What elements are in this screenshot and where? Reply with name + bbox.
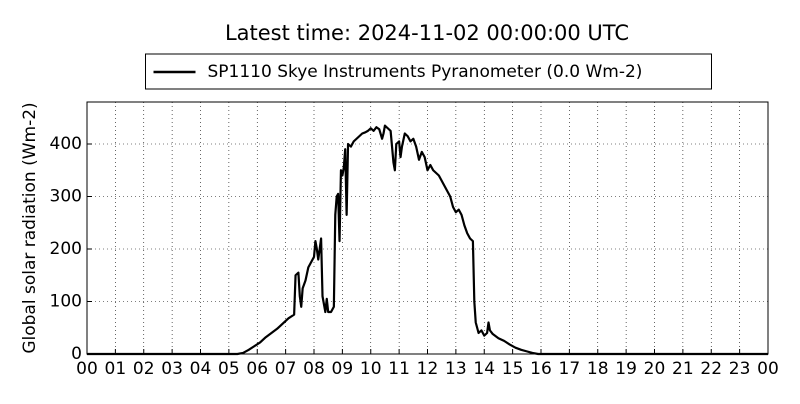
x-tick-label: 08 <box>303 359 325 379</box>
data-line <box>87 124 768 356</box>
x-tick-label: 14 <box>473 359 495 379</box>
plot-frame <box>86 101 769 355</box>
legend-box <box>145 53 712 90</box>
x-tick-label: 07 <box>275 359 297 379</box>
x-tick-label: 02 <box>133 359 155 379</box>
y-tick-label: 300 <box>50 187 82 207</box>
legend-label: SP1110 Skye Instruments Pyranometer (0.0… <box>208 62 643 82</box>
x-tick-label: 09 <box>332 359 354 379</box>
y-axis-label: Global solar radiation (Wm-2) <box>20 102 40 353</box>
x-tick-label: 00 <box>757 359 779 379</box>
x-tick-label: 20 <box>644 359 666 379</box>
y-tick-label: 200 <box>50 239 82 259</box>
x-tick-label: 16 <box>530 359 552 379</box>
y-tick-label: 0 <box>71 344 82 364</box>
x-tick-label: 22 <box>700 359 722 379</box>
x-tick-label: 17 <box>559 359 581 379</box>
x-tick-label: 15 <box>502 359 524 379</box>
x-tick-label: 01 <box>105 359 127 379</box>
x-tick-label: 05 <box>218 359 240 379</box>
x-tick-label: 11 <box>388 359 410 379</box>
x-tick-label: 12 <box>417 359 439 379</box>
x-tick-label: 10 <box>360 359 382 379</box>
x-tick-label: 21 <box>672 359 694 379</box>
x-tick-label: 06 <box>246 359 268 379</box>
x-tick-label: 03 <box>161 359 183 379</box>
x-tick-label: 18 <box>587 359 609 379</box>
x-tick-label: 04 <box>190 359 212 379</box>
y-tick-label: 100 <box>50 292 82 312</box>
x-tick-label: 19 <box>615 359 637 379</box>
x-tick-label: 00 <box>76 359 98 379</box>
y-tick-label: 400 <box>50 134 82 154</box>
chart-title: Latest time: 2024-11-02 00:00:00 UTC <box>225 21 629 45</box>
x-tick-label: 13 <box>445 359 467 379</box>
x-tick-label: 23 <box>729 359 751 379</box>
